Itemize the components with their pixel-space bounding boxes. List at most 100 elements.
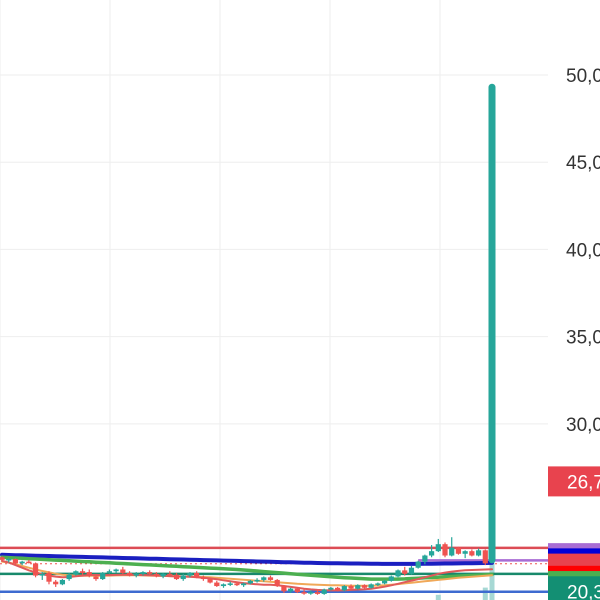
price-badge: 20,3 xyxy=(548,576,600,600)
candle-body xyxy=(241,583,247,586)
candle-body xyxy=(435,544,441,552)
candle xyxy=(428,545,435,558)
candle xyxy=(241,582,247,587)
candle-body xyxy=(147,572,153,574)
candle-body xyxy=(53,581,59,585)
candle-body xyxy=(46,572,52,582)
candle-body xyxy=(482,550,488,564)
candle-body xyxy=(12,559,19,564)
candle-body xyxy=(93,576,99,580)
candle-body xyxy=(153,573,159,577)
candle-body xyxy=(19,561,25,564)
moving-averages xyxy=(0,552,494,592)
candle-body xyxy=(173,574,180,580)
candle xyxy=(227,581,233,587)
candle-body xyxy=(214,582,220,587)
candle-body xyxy=(382,580,388,584)
candle xyxy=(375,582,381,587)
candle xyxy=(449,537,455,557)
candle xyxy=(348,584,354,590)
candle-body xyxy=(126,572,133,576)
moving-average-line xyxy=(0,552,494,566)
candle-body xyxy=(308,592,314,594)
price-axis: 55,050,045,040,035,030,0 xyxy=(566,66,600,436)
candle xyxy=(469,549,475,557)
candle-body xyxy=(328,587,334,590)
candle-body xyxy=(180,575,186,580)
candle-body xyxy=(261,577,267,580)
candle-body xyxy=(442,544,448,556)
candle xyxy=(39,572,45,580)
candle xyxy=(6,557,12,563)
candle-body xyxy=(0,557,5,560)
moving-average-line xyxy=(0,555,494,581)
price-badge-label: 26,7 xyxy=(567,472,600,493)
candle xyxy=(26,559,32,564)
candle xyxy=(126,571,133,577)
candle-body xyxy=(469,551,475,556)
candle xyxy=(368,583,374,589)
candle-body xyxy=(462,551,468,554)
candle-body xyxy=(408,567,415,574)
candle xyxy=(281,585,287,594)
candle xyxy=(220,583,227,588)
candle-body xyxy=(388,576,394,581)
candle xyxy=(153,572,159,578)
candle xyxy=(73,570,79,576)
candle-body xyxy=(6,559,12,561)
y-tick-label: 35,0 xyxy=(566,328,600,349)
candle xyxy=(200,575,206,581)
candle-body xyxy=(335,587,341,591)
grid-lines xyxy=(0,0,548,600)
candle-body xyxy=(455,547,462,554)
candle-body xyxy=(449,547,455,556)
y-tick-label: 30,0 xyxy=(566,415,600,436)
candle xyxy=(301,589,307,595)
candle xyxy=(335,586,341,592)
candle xyxy=(382,579,388,585)
candle xyxy=(247,579,253,585)
candle-body xyxy=(395,570,401,577)
candle xyxy=(254,578,260,583)
candle-body xyxy=(200,577,206,580)
candle-body xyxy=(415,561,421,568)
candle-body xyxy=(39,573,45,576)
candle xyxy=(120,566,126,574)
candle xyxy=(435,538,441,553)
candle xyxy=(180,573,186,581)
candle xyxy=(314,590,321,595)
candle-body xyxy=(247,580,253,584)
candle-body xyxy=(133,573,139,576)
candle-body xyxy=(475,550,482,556)
candle-body xyxy=(160,573,166,577)
candle-body xyxy=(194,572,200,578)
candle xyxy=(59,579,66,586)
volume-bar xyxy=(435,594,441,600)
candle xyxy=(147,570,153,575)
candle-body xyxy=(140,572,146,574)
candle xyxy=(234,581,240,587)
candle xyxy=(12,558,19,565)
candle-body xyxy=(66,574,72,580)
candle-body xyxy=(355,585,361,589)
candle-body xyxy=(321,589,327,594)
candle-body xyxy=(207,579,213,583)
candle-body xyxy=(368,584,374,588)
candle xyxy=(93,574,99,581)
candle xyxy=(113,568,119,573)
candle xyxy=(341,585,347,592)
candle xyxy=(100,572,106,580)
candle xyxy=(388,575,394,582)
candle xyxy=(308,590,314,595)
candle xyxy=(194,571,200,579)
candle xyxy=(288,587,294,594)
candle-body xyxy=(220,584,227,587)
price-badge-box xyxy=(548,466,600,497)
candle xyxy=(66,572,72,581)
candle-body xyxy=(167,573,173,576)
candle xyxy=(482,549,488,566)
candle-body xyxy=(375,583,381,585)
candles xyxy=(0,83,496,595)
price-badge-box xyxy=(548,576,600,600)
